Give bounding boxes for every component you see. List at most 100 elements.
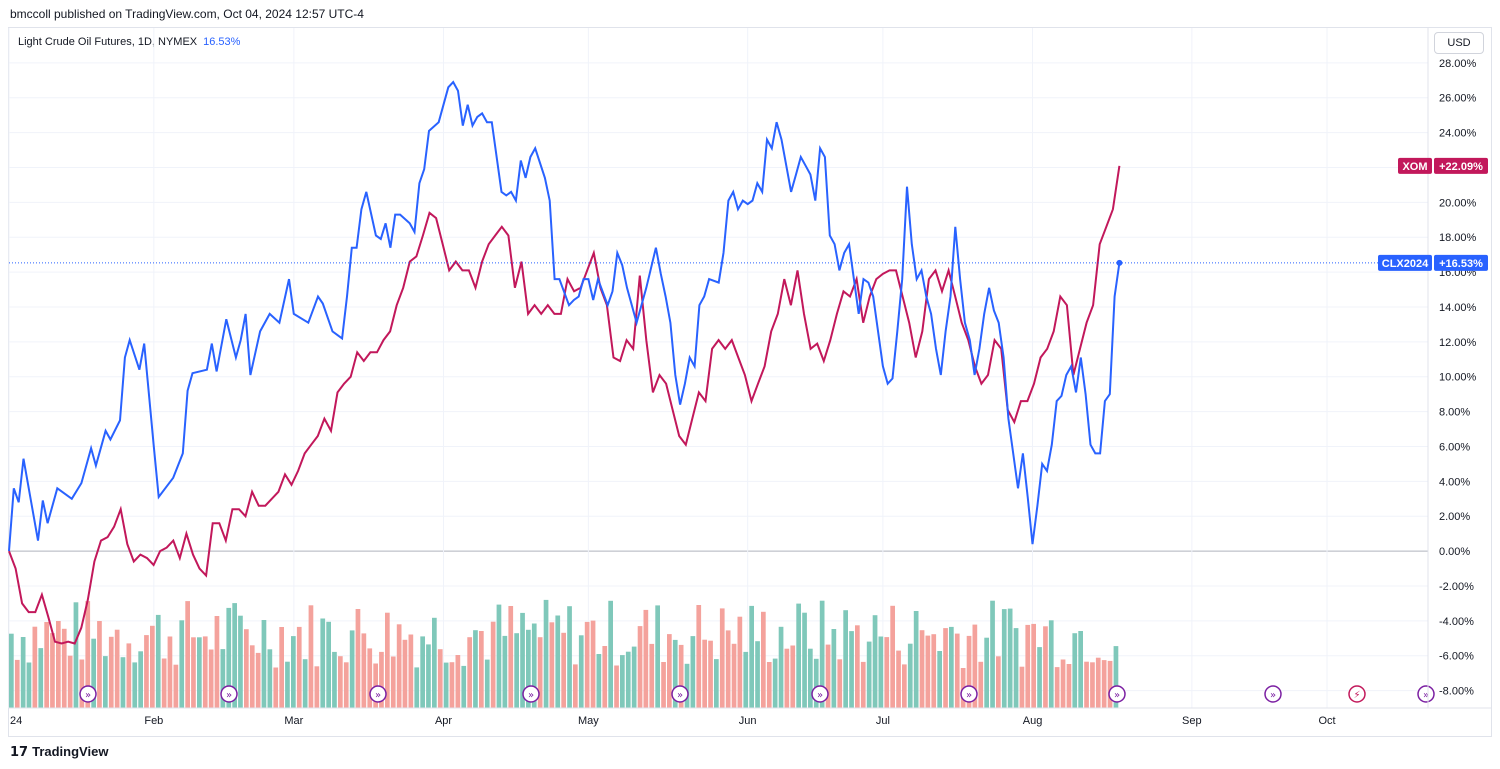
clx2024-value-label: +16.53% <box>1439 258 1483 270</box>
volume-bar <box>890 605 895 708</box>
volume-bar <box>696 605 702 708</box>
volume-bar <box>291 636 296 708</box>
volume-bar <box>208 649 214 708</box>
volume-bar <box>443 662 449 708</box>
volume-bar <box>849 631 854 708</box>
volume-bar <box>361 633 367 708</box>
dividend-marker-icon[interactable]: » <box>79 685 97 703</box>
clx2024-name-tag <box>1378 254 1432 271</box>
volume-bar <box>714 659 719 708</box>
volume-bar <box>655 605 660 708</box>
dividend-marker-icon[interactable]: » <box>960 685 978 703</box>
volume-bar <box>567 606 572 708</box>
volume-bar <box>620 655 625 708</box>
volume-bar <box>984 637 989 708</box>
volume-bar <box>943 628 948 708</box>
y-tick-label: 14.00% <box>1439 302 1477 314</box>
volume-bar <box>467 637 472 708</box>
volume-bar <box>496 604 502 708</box>
volume-bar <box>296 626 302 708</box>
y-tick-label: 26.00% <box>1439 93 1477 105</box>
volume-bar <box>678 644 684 708</box>
x-tick-label: Oct <box>1318 715 1335 727</box>
volume-bar <box>73 602 79 708</box>
dividend-marker-icon[interactable]: » <box>220 685 238 703</box>
volume-bar <box>144 635 149 708</box>
dividend-marker-icon[interactable]: » <box>671 685 689 703</box>
marker-glyph: ⚡ <box>1353 690 1360 701</box>
volume-bar <box>132 662 138 708</box>
volume-bar <box>108 636 114 708</box>
x-tick-label: Aug <box>1023 715 1043 727</box>
volume-bar <box>202 636 208 708</box>
series-legend[interactable]: Light Crude Oil Futures, 1D, NYMEX 16.53% <box>18 36 240 48</box>
marker-ring <box>1108 685 1126 703</box>
volume-bar <box>432 617 437 708</box>
volume-bar <box>308 605 314 708</box>
volume-bar <box>56 621 61 708</box>
volume-bar <box>819 600 825 708</box>
volume-bar <box>67 655 73 708</box>
dividend-marker-icon[interactable]: » <box>811 685 829 703</box>
volume-bar <box>649 643 655 708</box>
volume-bar <box>596 654 602 708</box>
volume-bar <box>913 611 919 708</box>
volume-bar <box>502 635 508 708</box>
volume-bar <box>79 659 85 708</box>
volume-bar <box>831 629 837 708</box>
dividend-marker-icon[interactable]: » <box>522 685 540 703</box>
volume-bar <box>1054 667 1060 708</box>
earnings-flash-icon[interactable]: ⚡ <box>1348 685 1366 703</box>
volume-bar <box>614 665 619 708</box>
clx2024-line <box>8 80 1121 552</box>
volume-bar <box>761 611 766 708</box>
dividend-marker-icon[interactable]: » <box>369 685 387 703</box>
currency-button[interactable]: USD <box>1434 32 1484 54</box>
dividend-marker-icon[interactable]: » <box>1264 685 1282 703</box>
marker-ring <box>369 685 387 703</box>
marker-ring <box>79 685 97 703</box>
volume-bar <box>978 661 984 708</box>
dividend-marker-icon[interactable]: » <box>1108 685 1126 703</box>
event-markers: » » » » » » » » » ⚡ » <box>79 685 1435 703</box>
volume-bar <box>349 630 355 708</box>
volume-bar <box>255 652 261 708</box>
y-tick-label: 8.00% <box>1439 407 1470 419</box>
legend-value: 16.53% <box>203 36 241 48</box>
dividend-marker-icon[interactable]: » <box>1417 685 1435 703</box>
xom-value-label: +22.09% <box>1439 161 1483 173</box>
volume-bar <box>949 626 954 708</box>
volume-bar <box>825 644 831 708</box>
x-tick-label: Apr <box>435 715 452 727</box>
volume-bar <box>179 620 185 708</box>
volume-bar <box>385 612 390 708</box>
volume-bar <box>996 656 1001 708</box>
volume-bar <box>1084 661 1089 708</box>
volume-bar <box>244 629 249 708</box>
volume-bar <box>367 648 373 708</box>
x-axis: 24 Feb Mar Apr May Jun Jul Aug Sep Oct <box>10 715 1336 727</box>
xom-name-tag <box>1398 157 1432 174</box>
volume-bar <box>1043 626 1048 708</box>
footer-brand[interactable]: 17 TradingView <box>10 744 108 760</box>
x-tick-label: Mar <box>284 715 303 727</box>
marker-glyph: » <box>1114 690 1120 701</box>
volume-bar <box>584 621 590 708</box>
volume-bar <box>120 657 126 708</box>
volume-bar <box>802 612 807 708</box>
volume-bar <box>9 633 14 708</box>
y-tick-label: -2.00% <box>1439 581 1474 593</box>
volume-bar <box>855 625 860 708</box>
volume-bar <box>32 626 38 708</box>
volume-bar <box>390 656 396 708</box>
volume-bar <box>637 626 643 708</box>
marker-glyph: » <box>85 690 91 701</box>
x-tick-label: Jul <box>876 715 890 727</box>
volume-bar <box>103 656 108 708</box>
volume-bar <box>261 620 267 708</box>
volume-bar <box>355 609 361 708</box>
volume-bar <box>326 621 331 708</box>
volume-bar <box>778 626 784 708</box>
volume-bar <box>1060 659 1066 708</box>
